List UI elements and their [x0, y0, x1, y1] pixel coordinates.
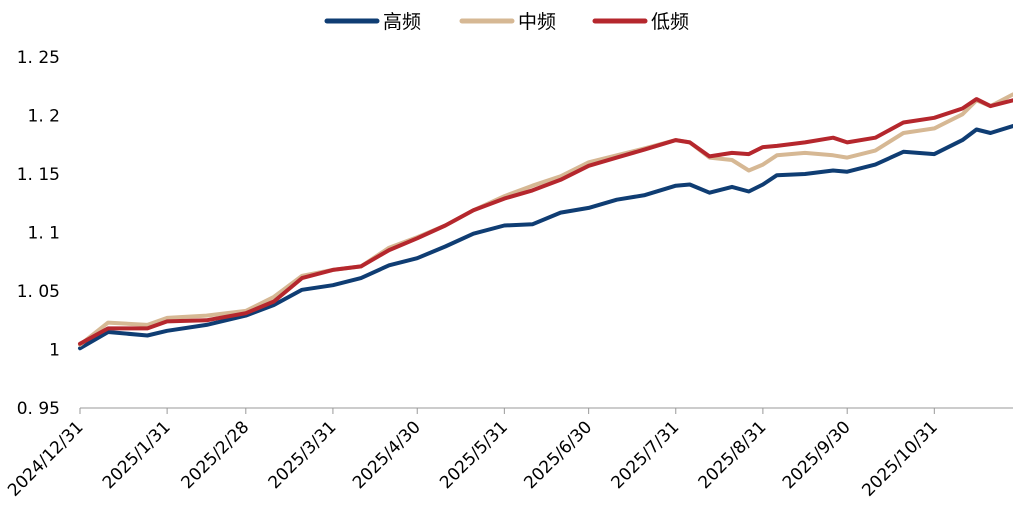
- x-tick-label: 2025/10/31: [858, 417, 941, 500]
- x-tick-label: 2025/4/30: [349, 417, 425, 493]
- series-line: [78, 97, 1013, 346]
- legend-label: 低频: [651, 11, 689, 33]
- y-tick-label: 1. 15: [17, 165, 60, 185]
- y-tick-label: 0. 95: [17, 399, 60, 419]
- x-tick-label: 2025/8/31: [695, 417, 771, 493]
- x-tick-label: 2025/6/30: [520, 417, 596, 493]
- legend-label: 中频: [518, 11, 556, 33]
- y-tick-label: 1. 2: [28, 107, 60, 127]
- legend-label: 高频: [383, 11, 421, 33]
- x-tick-label: 2024/12/31: [4, 417, 87, 500]
- y-tick-label: 1. 1: [28, 224, 60, 244]
- x-tick-label: 2025/9/30: [779, 417, 855, 493]
- x-tick-label: 2025/5/31: [436, 417, 512, 493]
- x-tick-label: 2025/2/28: [178, 417, 254, 493]
- x-tick-label: 2025/1/31: [99, 417, 175, 493]
- series-line: [78, 124, 1013, 351]
- y-tick-label: 1: [49, 341, 60, 361]
- y-tick-label: 1. 25: [17, 48, 60, 68]
- x-tick-label: 2025/3/31: [265, 417, 341, 493]
- series-line: [78, 92, 1013, 347]
- x-tick-label: 2025/7/31: [608, 417, 684, 493]
- y-tick-label: 1. 05: [17, 282, 60, 302]
